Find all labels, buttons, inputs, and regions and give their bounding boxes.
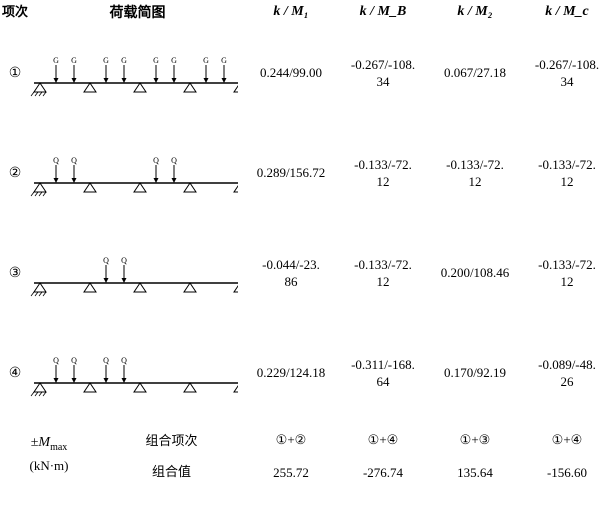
svg-text:Q: Q (153, 156, 159, 165)
val-mb: -0.267/-108.34 (337, 24, 429, 124)
comb-0: ①+② (245, 424, 337, 457)
hdr-mb: k / M_B (337, 0, 429, 24)
hdr-mc: k / M_c (521, 0, 613, 24)
row-idx: ④ (0, 324, 30, 424)
comb-label: 组合项次 (98, 430, 245, 455)
row-diagram: GGGGGGGG (30, 24, 245, 124)
val-m1: 0.229/124.18 (245, 324, 337, 424)
svg-text:Q: Q (71, 156, 77, 165)
val-m1: -0.044/-23.86 (245, 224, 337, 324)
hdr-m2: k / M₂ (429, 0, 521, 24)
comb-3: ①+④ (521, 424, 613, 457)
hdr-idx: 项次 (0, 0, 30, 24)
svg-text:Q: Q (71, 356, 77, 365)
val-m2: -0.133/-72.12 (429, 124, 521, 224)
svg-text:G: G (71, 56, 77, 65)
comb-1: ①+④ (337, 424, 429, 457)
unit-label: (kN·m) (0, 458, 98, 474)
svg-text:Q: Q (53, 356, 59, 365)
row-idx: ① (0, 24, 30, 124)
svg-text:G: G (203, 56, 209, 65)
val-mb: -0.311/-168.64 (337, 324, 429, 424)
svg-text:G: G (153, 56, 159, 65)
val-m1: 0.289/156.72 (245, 124, 337, 224)
header-row: 项次 荷载简图 k / M₁ k / M_B k / M₂ k / M_c (0, 0, 613, 24)
hdr-diagram: 荷载简图 (30, 0, 245, 24)
svg-text:Q: Q (171, 156, 177, 165)
svg-text:Q: Q (103, 256, 109, 265)
svg-text:G: G (171, 56, 177, 65)
svg-text:Q: Q (103, 356, 109, 365)
summary-row-comb: ±Mmax (kN·m) 组合项次 组合值 ①+② ①+④ ①+③ ①+④ (0, 424, 613, 457)
row-idx: ③ (0, 224, 30, 324)
hdr-m1: k / M₁ (245, 0, 337, 24)
val-2: 135.64 (429, 457, 521, 490)
val-m2: 0.067/27.18 (429, 24, 521, 124)
row-diagram: QQ (30, 224, 245, 324)
row-idx: ② (0, 124, 30, 224)
val-1: -276.74 (337, 457, 429, 490)
svg-text:Q: Q (53, 156, 59, 165)
svg-text:G: G (53, 56, 59, 65)
val-m1: 0.244/99.00 (245, 24, 337, 124)
svg-text:G: G (103, 56, 109, 65)
beam-diagram: QQ (30, 249, 238, 299)
val-mc: -0.133/-72.12 (521, 224, 613, 324)
mmax-label: ±Mmax (0, 435, 98, 453)
load-table: 项次 荷载简图 k / M₁ k / M_B k / M₂ k / M_c ① G… (0, 0, 613, 490)
svg-text:G: G (121, 56, 127, 65)
table-row: ②QQQQ0.289/156.72-0.133/-72.12-0.133/-72… (0, 124, 613, 224)
svg-text:G: G (221, 56, 227, 65)
table-row: ③QQ-0.044/-23.86-0.133/-72.120.200/108.4… (0, 224, 613, 324)
val-3: -156.60 (521, 457, 613, 490)
row-diagram: QQQQ (30, 124, 245, 224)
val-mb: -0.133/-72.12 (337, 124, 429, 224)
beam-diagram: QQQQ (30, 349, 238, 399)
val-0: 255.72 (245, 457, 337, 490)
val-mc: -0.133/-72.12 (521, 124, 613, 224)
val-mc: -0.267/-108.34 (521, 24, 613, 124)
beam-diagram: QQQQ (30, 149, 238, 199)
val-m2: 0.170/92.19 (429, 324, 521, 424)
svg-text:Q: Q (121, 256, 127, 265)
comb-2: ①+③ (429, 424, 521, 457)
val-label: 组合值 (98, 455, 245, 480)
row-diagram: QQQQ (30, 324, 245, 424)
table-row: ④ Q Q Q Q 0.229/124.18-0.311/-168.640.170/92.… (0, 324, 613, 424)
val-mc: -0.089/-48.26 (521, 324, 613, 424)
svg-text:Q: Q (121, 356, 127, 365)
val-mb: -0.133/-72.12 (337, 224, 429, 324)
beam-diagram: GGGGGGGG (30, 49, 238, 99)
val-m2: 0.200/108.46 (429, 224, 521, 324)
table-row: ①GGGGGGGG0.244/99.00-0.267/-108.340.067/… (0, 24, 613, 124)
